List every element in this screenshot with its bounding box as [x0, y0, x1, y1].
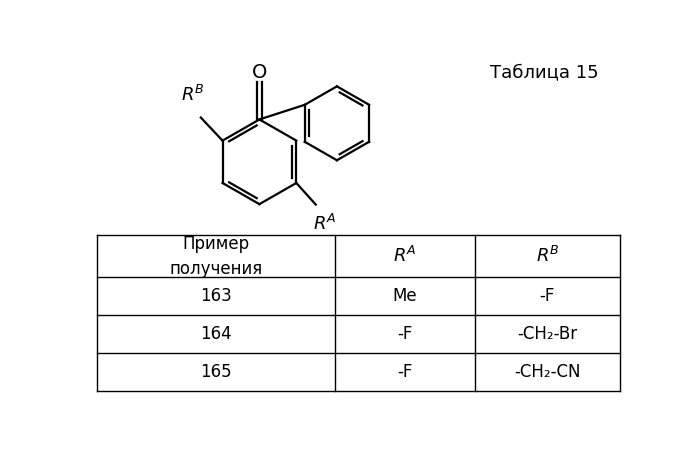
Text: $R^A$: $R^A$ [393, 246, 417, 266]
Text: 165: 165 [200, 363, 231, 381]
Text: Таблица 15: Таблица 15 [490, 63, 599, 81]
Text: -CH₂-CN: -CH₂-CN [514, 363, 581, 381]
Text: -F: -F [397, 325, 412, 343]
Text: $R^B$: $R^B$ [535, 246, 559, 266]
Text: -F: -F [397, 363, 412, 381]
Text: $R^A$: $R^A$ [313, 214, 337, 234]
Text: -F: -F [540, 287, 555, 305]
Text: Пример
получения: Пример получения [169, 234, 262, 278]
Text: 163: 163 [200, 287, 231, 305]
Text: O: O [252, 63, 267, 82]
Text: $R^B$: $R^B$ [181, 85, 205, 105]
Text: -CH₂-Br: -CH₂-Br [517, 325, 577, 343]
Text: Me: Me [392, 287, 417, 305]
Text: 164: 164 [200, 325, 231, 343]
